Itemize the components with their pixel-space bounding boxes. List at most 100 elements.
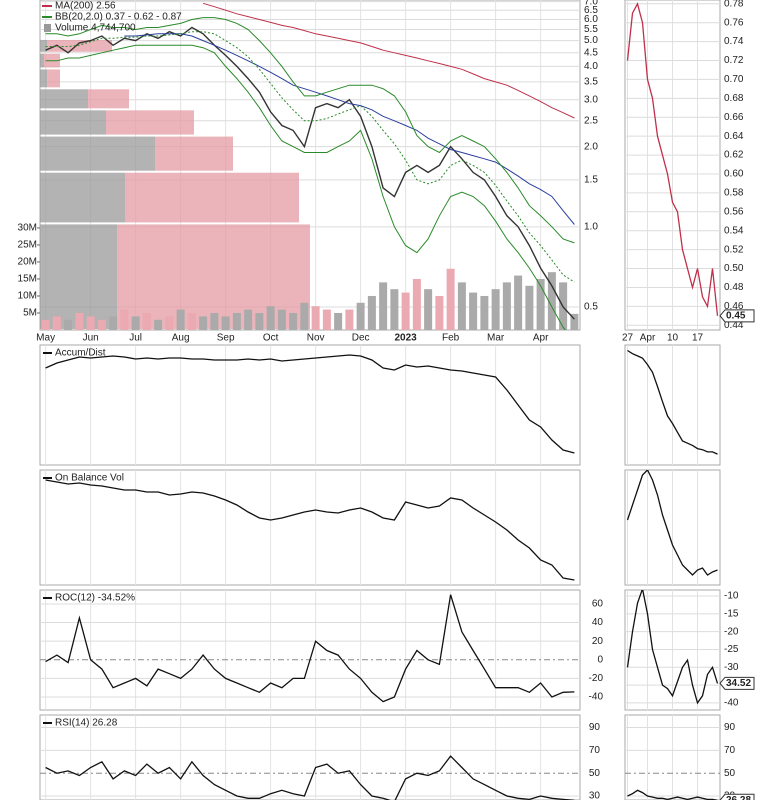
legend-swatch xyxy=(44,24,51,32)
y-tick-label: 0.76 xyxy=(724,17,744,28)
y-tick-label: 2.0 xyxy=(584,141,598,152)
y2-tick-label: 10M xyxy=(18,291,37,302)
panel-title: Accum/Dist xyxy=(55,348,106,359)
volume-bar xyxy=(412,278,421,330)
panel xyxy=(627,345,718,465)
volume-bar xyxy=(176,309,185,330)
y-tick-label: -40 xyxy=(724,698,739,709)
series-line xyxy=(45,31,575,283)
volume-bar xyxy=(244,309,253,330)
y-tick-label: 6.0 xyxy=(584,14,598,25)
volume-bar xyxy=(277,309,286,330)
volume-bar xyxy=(525,285,534,330)
volume-bar xyxy=(536,278,545,330)
vbp-down xyxy=(40,53,44,68)
x-tick-label: 2023 xyxy=(395,333,418,344)
vbp-down xyxy=(40,136,155,171)
y-tick-label: 0 xyxy=(597,654,603,665)
y-tick-label: -20 xyxy=(724,626,739,637)
last-value-label: 26.28 xyxy=(726,795,751,800)
series-line xyxy=(202,2,575,119)
y-tick-label: -30 xyxy=(724,662,739,673)
volume-bar xyxy=(52,316,61,330)
y-tick-label: 7.0 xyxy=(584,0,598,7)
volume-bar xyxy=(41,319,50,330)
volume-bar xyxy=(514,275,523,330)
y-tick-label: 0.44 xyxy=(724,320,744,331)
panel xyxy=(625,590,720,710)
panel-title: On Balance Vol xyxy=(55,473,124,484)
volume-bar xyxy=(165,316,174,330)
y2-tick-label: 30M xyxy=(18,223,37,234)
panel xyxy=(625,0,720,330)
panel xyxy=(626,470,718,585)
volume-bar xyxy=(367,295,376,330)
volume-bar xyxy=(379,282,388,330)
y-tick-label: 0.46 xyxy=(724,301,744,312)
x-tick-label: Jul xyxy=(129,333,142,344)
vbp-up xyxy=(155,136,233,171)
panel-title: ROC(12) -34.52% xyxy=(55,593,135,604)
y-tick-label: 2.5 xyxy=(584,115,598,126)
y-tick-label: 0.78 xyxy=(724,0,744,9)
volume-bar xyxy=(109,316,118,330)
x-tick-label: 27 xyxy=(622,333,634,344)
volume-bar xyxy=(289,312,298,330)
x-tick-label: 10 xyxy=(667,333,679,344)
vbp-up xyxy=(106,110,194,135)
volume-bar xyxy=(64,319,73,330)
y-tick-label: 0.48 xyxy=(724,282,744,293)
vbp-down xyxy=(40,89,88,109)
last-value-box xyxy=(719,793,755,800)
panel xyxy=(45,345,575,465)
y-tick-label: 3.0 xyxy=(584,94,598,105)
vbp-down xyxy=(40,69,47,88)
volume-bar xyxy=(334,312,343,330)
volume-bar xyxy=(502,282,511,330)
vbp-up xyxy=(47,39,112,52)
y-tick-label: 1.5 xyxy=(584,175,598,186)
x-tick-label: Mar xyxy=(487,333,505,344)
volume-bar xyxy=(356,302,365,330)
y-tick-label: 50 xyxy=(589,768,601,779)
panel xyxy=(40,590,580,710)
volume-bar xyxy=(266,306,275,330)
series-line xyxy=(627,349,718,455)
x-tick-label: Sep xyxy=(217,333,235,344)
x-tick-label: Oct xyxy=(263,333,279,344)
vbp-down xyxy=(40,224,117,329)
volume-bar xyxy=(131,316,140,330)
last-value-label: 0.45 xyxy=(726,310,746,321)
x-tick-label: 17 xyxy=(692,333,704,344)
volume-bar xyxy=(187,312,196,330)
y-tick-label: 40 xyxy=(592,617,604,628)
last-value-label: 34.52 xyxy=(726,678,751,689)
y-tick-label: 6.5 xyxy=(584,5,598,16)
volume-bar xyxy=(199,316,208,330)
y-tick-label: 1.0 xyxy=(584,221,598,232)
series-line xyxy=(626,2,719,316)
volume-bar xyxy=(255,312,264,330)
panel-frame xyxy=(39,344,581,466)
series-line xyxy=(626,590,719,705)
y-tick-label: 0.66 xyxy=(724,112,744,123)
series-line xyxy=(45,44,566,330)
y-tick-label: 3.5 xyxy=(584,76,598,87)
volume-bar xyxy=(142,312,151,330)
y2-tick-label: 25M xyxy=(18,240,37,251)
y-tick-label: -20 xyxy=(589,673,604,684)
vbp-down xyxy=(40,172,125,223)
y-tick-label: 5.0 xyxy=(584,35,598,46)
panel xyxy=(40,715,580,800)
volume-bar xyxy=(446,268,455,330)
y2-tick-label: 20M xyxy=(18,257,37,268)
y-tick-label: 50 xyxy=(724,768,736,779)
y-tick-label: -25 xyxy=(724,644,739,655)
series-line xyxy=(45,594,575,703)
y-tick-label: 60 xyxy=(592,599,604,610)
series-line xyxy=(124,33,575,225)
volume-bar xyxy=(86,316,95,330)
last-value-box xyxy=(719,309,755,323)
volume-bar xyxy=(401,292,410,330)
